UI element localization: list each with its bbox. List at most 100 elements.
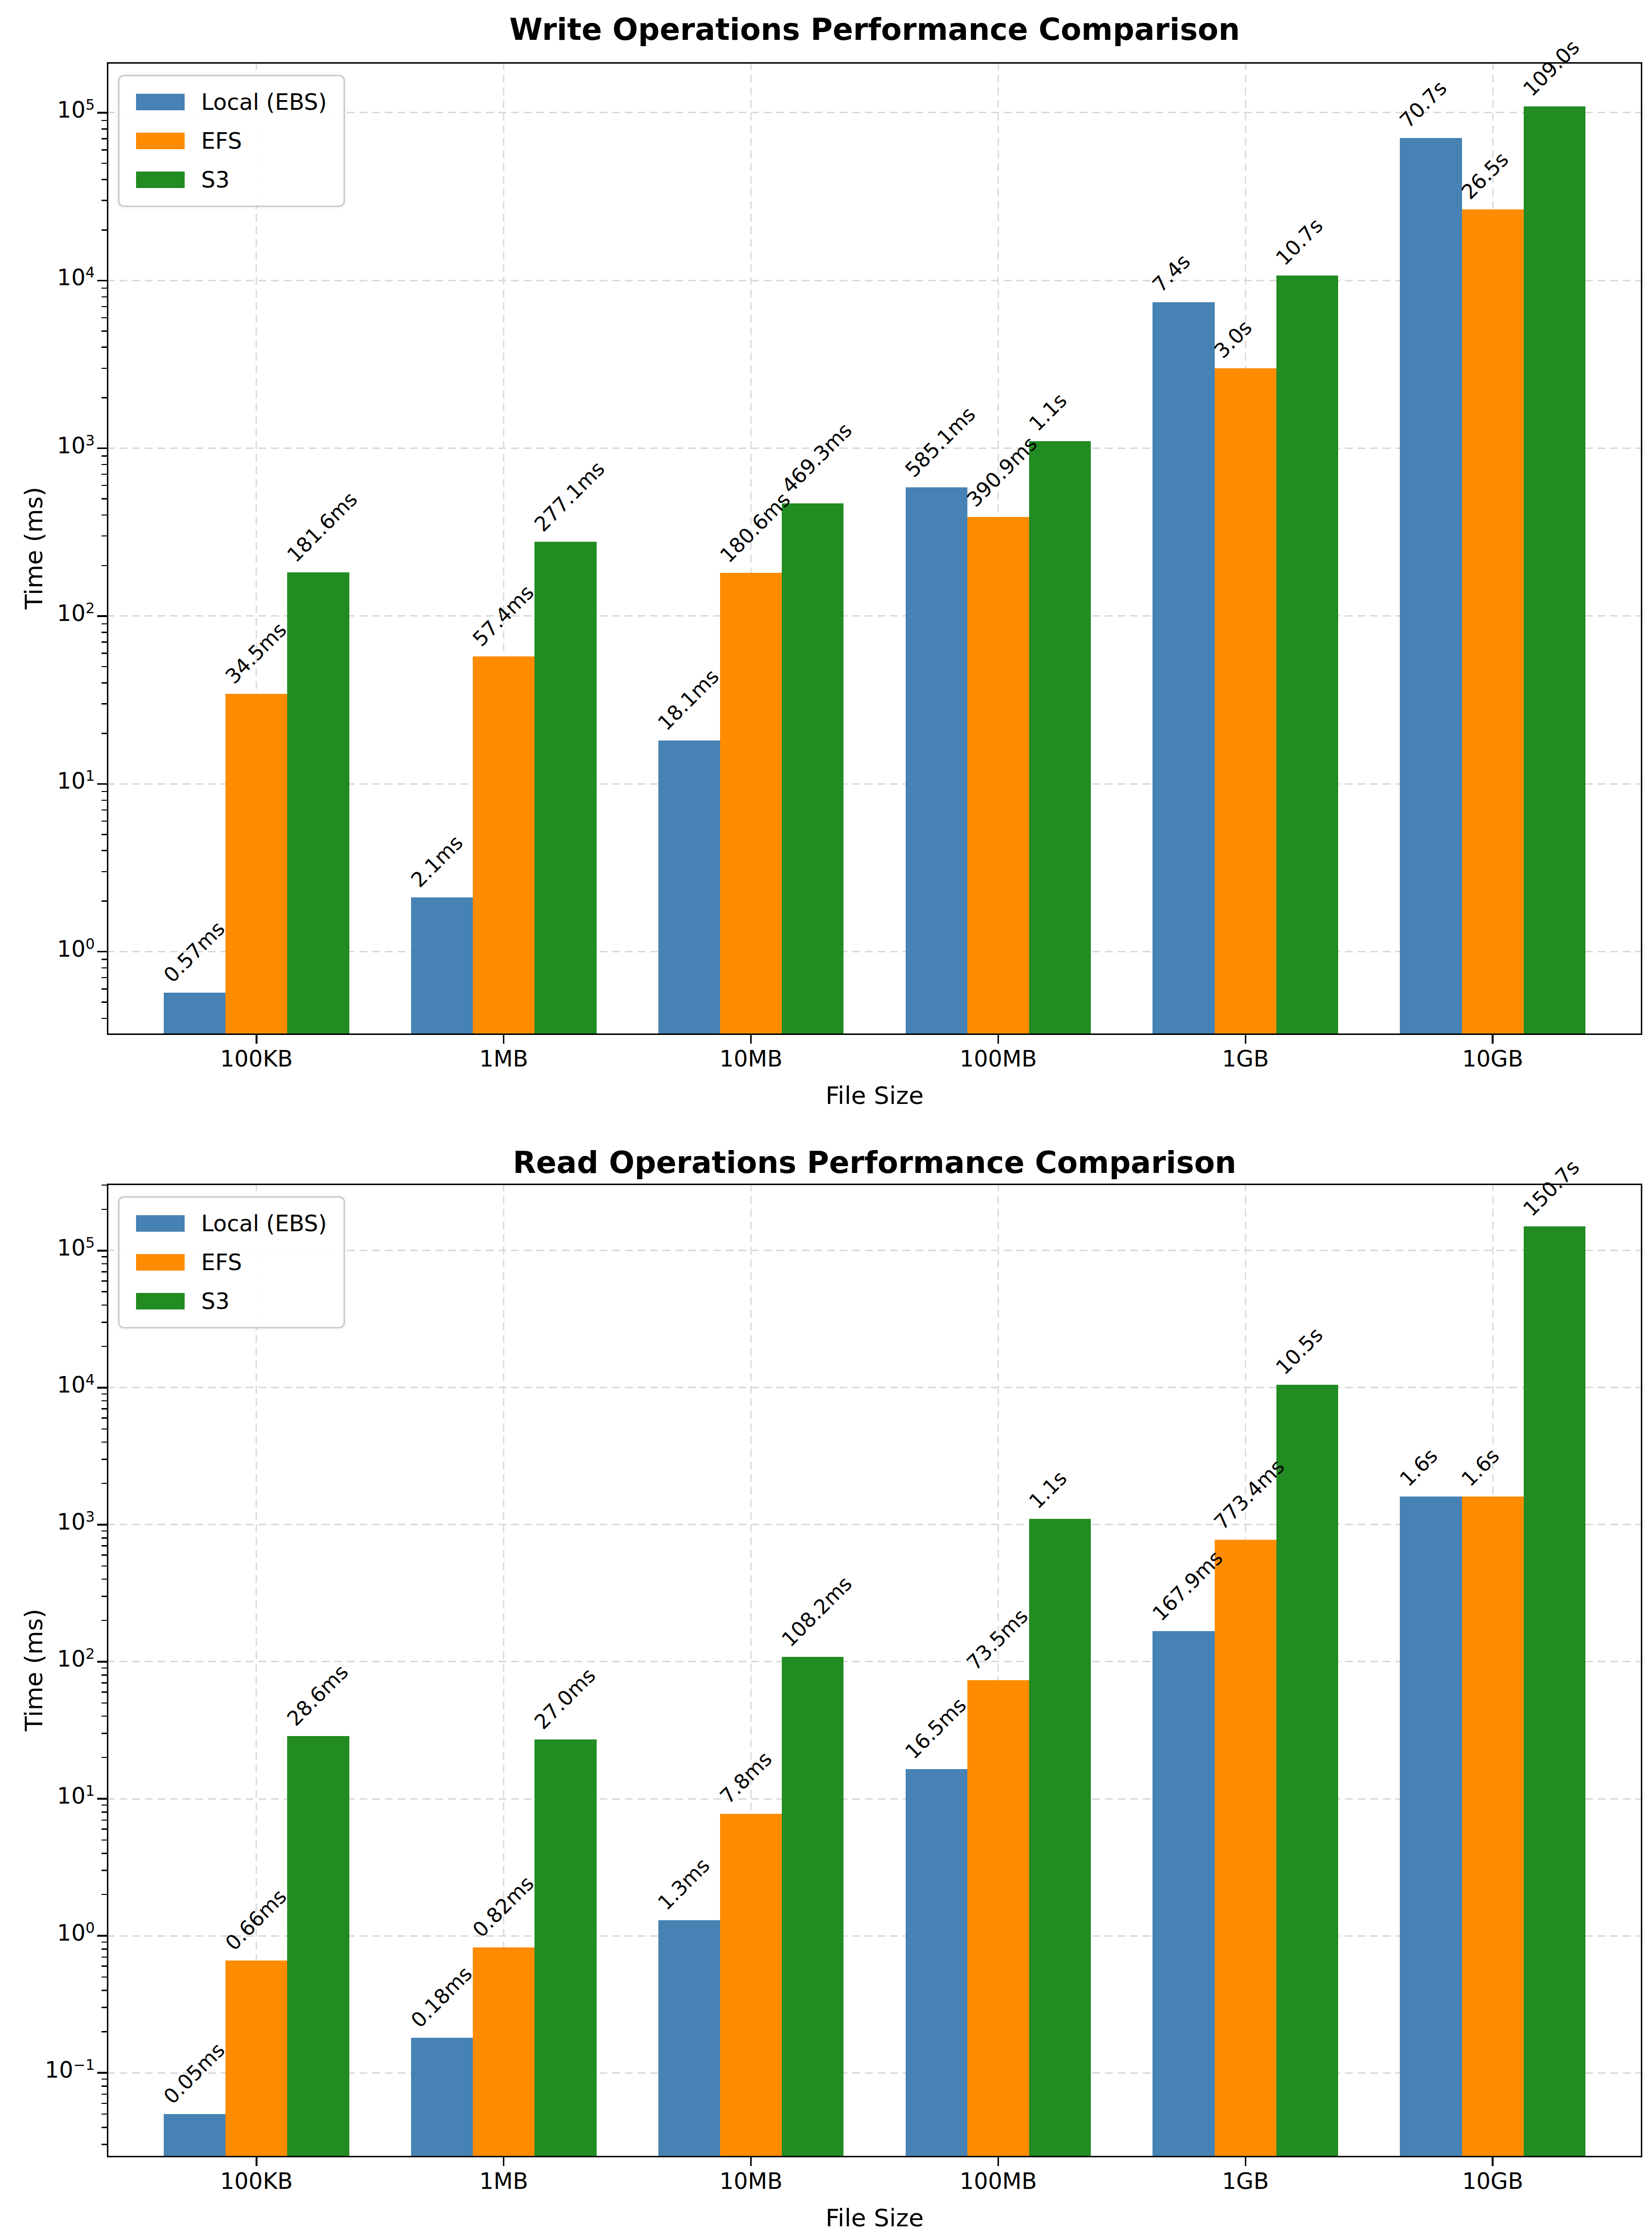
- bar: [906, 1769, 967, 2157]
- y-tick-label: 105: [7, 1234, 95, 1261]
- y-tick-label: 101: [7, 767, 95, 794]
- bar-value-label: 26.5s: [1458, 148, 1513, 204]
- legend-label: Local (EBS): [201, 89, 327, 115]
- y-minor-tick: [102, 1305, 107, 1306]
- y-minor-tick: [102, 1554, 107, 1556]
- x-axis-label: File Size: [107, 2204, 1642, 2232]
- x-tick: [998, 1035, 999, 1044]
- bar-value-label: 469.3ms: [777, 419, 856, 498]
- bar: [1153, 302, 1214, 1035]
- x-tick: [503, 2157, 505, 2166]
- y-tick-label: 103: [7, 1508, 95, 1535]
- x-tick-label: 100MB: [920, 2168, 1076, 2194]
- y-minor-tick: [102, 474, 107, 475]
- legend: Local (EBS) EFS S3: [118, 75, 345, 207]
- y-minor-tick: [102, 977, 107, 979]
- y-minor-tick: [102, 1459, 107, 1460]
- legend-item: S3: [136, 1288, 327, 1314]
- y-tick-label: 105: [7, 96, 95, 123]
- y-minor-tick: [102, 1820, 107, 1821]
- y-minor-tick: [102, 834, 107, 835]
- y-minor-tick: [102, 1620, 107, 1621]
- y-minor-tick: [102, 2144, 107, 2145]
- bar-value-label: 27.0ms: [530, 1664, 600, 1734]
- y-minor-tick: [102, 2007, 107, 2008]
- x-tick-label: 100KB: [179, 1046, 334, 1072]
- bar: [1153, 1631, 1214, 2157]
- legend-label: EFS: [201, 128, 242, 154]
- y-minor-tick: [102, 1977, 107, 1978]
- bar: [1276, 275, 1338, 1035]
- y-minor-tick: [102, 288, 107, 289]
- legend-label: S3: [201, 1288, 229, 1314]
- legend-swatch-s3: [136, 1293, 185, 1309]
- y-minor-tick: [102, 1703, 107, 1704]
- y-major-tick: [97, 280, 107, 282]
- y-minor-tick: [102, 1442, 107, 1443]
- y-major-tick: [97, 951, 107, 953]
- y-minor-tick: [102, 368, 107, 369]
- y-major-tick: [97, 615, 107, 617]
- legend-label: S3: [201, 167, 229, 193]
- y-minor-tick: [102, 2094, 107, 2095]
- y-minor-tick: [102, 455, 107, 457]
- y-minor-tick: [102, 733, 107, 734]
- y-minor-tick: [102, 1263, 107, 1265]
- bar-value-label: 108.2ms: [777, 1572, 856, 1651]
- bar: [473, 656, 534, 1035]
- bar: [411, 897, 473, 1035]
- bar: [967, 1680, 1029, 2157]
- y-minor-tick: [102, 317, 107, 319]
- y-major-tick: [97, 2072, 107, 2074]
- y-major-tick: [97, 1935, 107, 1937]
- y-minor-tick: [102, 1001, 107, 1003]
- bar-value-label: 1.1s: [1025, 1467, 1071, 1513]
- y-minor-tick: [102, 1957, 107, 1958]
- x-tick-label: 1GB: [1168, 1046, 1323, 1072]
- y-minor-tick: [102, 229, 107, 231]
- y-minor-tick: [102, 1346, 107, 1347]
- write-operations-chart: Write Operations Performance Comparison …: [0, 0, 1652, 1118]
- x-axis-label: File Size: [107, 1082, 1642, 1110]
- y-minor-tick: [102, 1280, 107, 1282]
- bar-value-label: 70.7s: [1395, 77, 1451, 132]
- y-minor-tick: [102, 1483, 107, 1484]
- y-minor-tick: [102, 641, 107, 643]
- bar: [411, 2038, 473, 2157]
- y-axis-label: Time (ms): [20, 427, 48, 670]
- bar-value-label: 3.0s: [1210, 316, 1256, 362]
- y-minor-tick: [102, 535, 107, 537]
- bar: [534, 1739, 596, 2157]
- y-tick-label: 100: [7, 1919, 95, 1946]
- y-minor-tick: [102, 1894, 107, 1895]
- legend-swatch-efs: [136, 133, 185, 149]
- y-axis-label: Time (ms): [20, 1549, 48, 1791]
- bar: [287, 572, 349, 1035]
- y-minor-tick: [102, 871, 107, 873]
- y-minor-tick: [102, 632, 107, 633]
- y-minor-tick: [102, 1716, 107, 1717]
- legend-swatch-s3: [136, 172, 185, 188]
- x-tick-label: 1GB: [1168, 2168, 1323, 2194]
- y-minor-tick: [102, 1733, 107, 1734]
- y-tick-label: 104: [7, 264, 95, 291]
- y-minor-tick: [102, 967, 107, 969]
- legend-item: S3: [136, 167, 327, 193]
- x-tick: [256, 2157, 258, 2166]
- y-minor-tick: [102, 791, 107, 792]
- bar: [1524, 106, 1585, 1035]
- y-minor-tick: [102, 988, 107, 990]
- y-minor-tick: [102, 1209, 107, 1210]
- y-minor-tick: [102, 1870, 107, 1871]
- bar: [225, 694, 287, 1035]
- legend-swatch-local-ebs: [136, 94, 185, 110]
- bar: [1400, 138, 1462, 1035]
- y-minor-tick: [102, 128, 107, 130]
- bar: [658, 740, 720, 1035]
- y-minor-tick: [102, 809, 107, 811]
- y-minor-tick: [102, 2079, 107, 2080]
- y-minor-tick: [102, 682, 107, 684]
- bar-value-label: 1.3ms: [654, 1854, 714, 1914]
- x-tick: [1492, 2157, 1494, 2166]
- x-tick: [503, 1035, 505, 1044]
